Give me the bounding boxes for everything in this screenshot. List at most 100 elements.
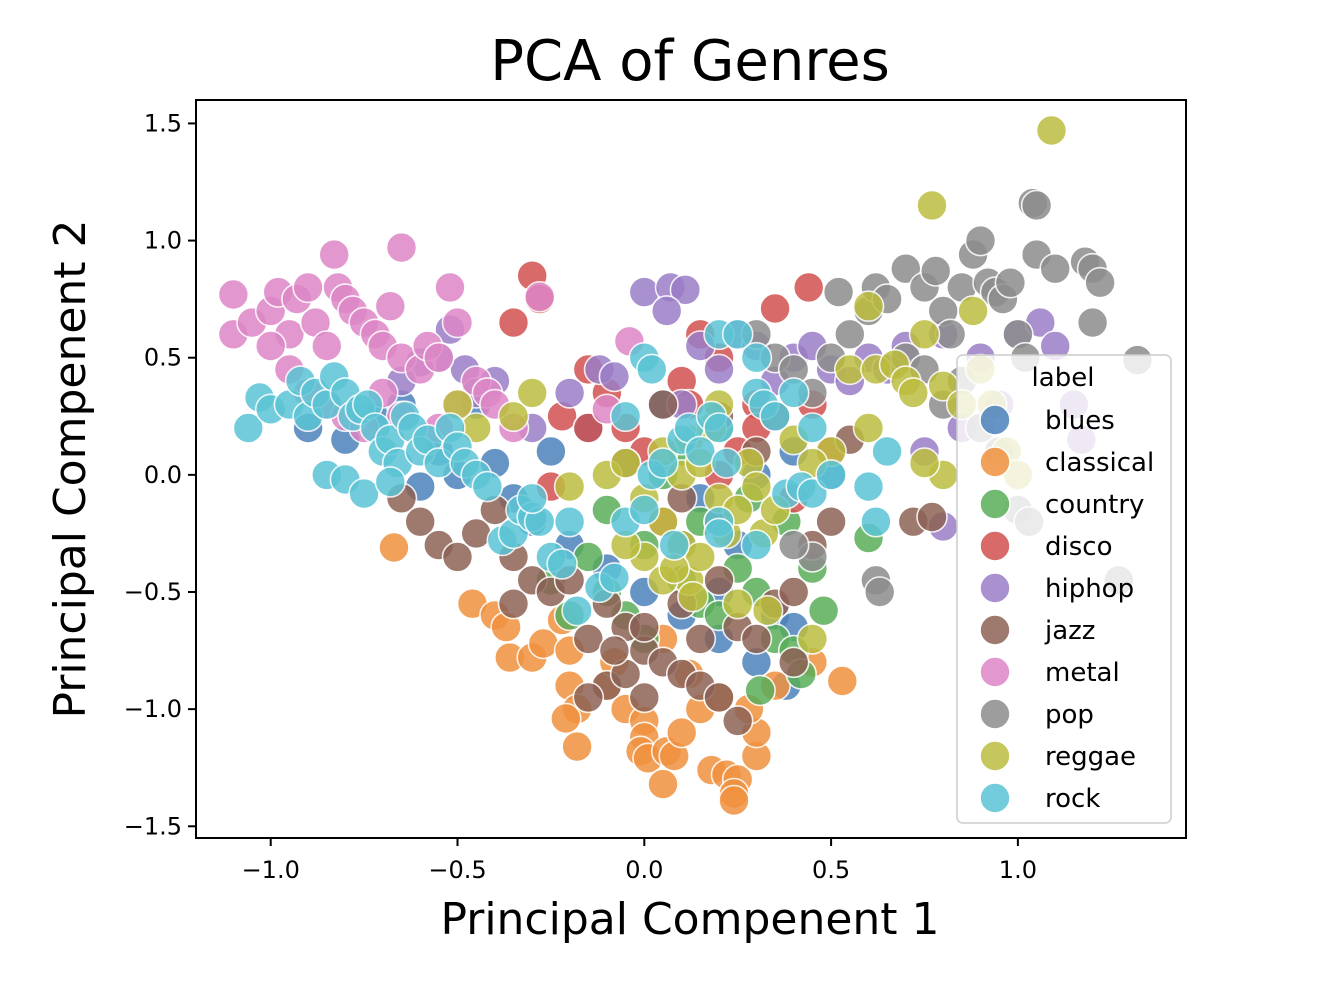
point-country xyxy=(744,674,776,707)
point-rock xyxy=(553,505,586,538)
legend-label-rock: rock xyxy=(1045,784,1100,814)
point-reggae xyxy=(852,290,885,323)
x-axis-label: Principal Compenent 1 xyxy=(440,894,939,945)
y-tick-label: −1.5 xyxy=(124,812,182,840)
point-rock xyxy=(516,482,549,515)
point-classical xyxy=(665,716,698,749)
point-hiphop xyxy=(669,273,702,306)
point-metal xyxy=(254,330,287,362)
y-axis-label: Principal Compenent 2 xyxy=(45,219,96,718)
point-rock xyxy=(658,529,691,561)
point-reggae xyxy=(957,295,989,327)
legend-label-blues: blues xyxy=(1045,406,1115,436)
point-pop xyxy=(964,224,997,257)
point-reggae xyxy=(740,470,773,503)
point-rock xyxy=(374,466,407,498)
point-jazz xyxy=(497,587,530,620)
point-classical xyxy=(561,730,593,763)
point-rock xyxy=(740,529,773,561)
point-metal xyxy=(217,278,250,311)
point-rock xyxy=(609,400,642,433)
point-rock xyxy=(777,377,810,409)
point-rock xyxy=(740,341,773,374)
point-hiphop xyxy=(650,295,683,327)
point-metal xyxy=(434,271,466,304)
point-reggae xyxy=(796,623,829,655)
point-disco xyxy=(497,306,530,339)
point-reggae xyxy=(497,400,530,433)
point-rock xyxy=(647,447,679,479)
point-jazz xyxy=(572,623,605,655)
chart-title: PCA of Genres xyxy=(490,29,890,94)
legend-label-pop: pop xyxy=(1045,700,1094,730)
y-axis-ticks: 1.5 1.0 0.5 0.0 −0.5 −1.0 −1.5 xyxy=(124,109,196,840)
legend-marker-hiphop xyxy=(979,572,1011,604)
point-disco xyxy=(759,292,791,325)
point-pop xyxy=(1076,306,1109,339)
legend-marker-rock xyxy=(979,782,1011,814)
legend-label-reggae: reggae xyxy=(1045,742,1136,772)
point-reggae xyxy=(1035,114,1068,147)
point-jazz xyxy=(815,505,847,538)
legend-marker-blues xyxy=(979,404,1011,436)
point-metal xyxy=(523,280,556,313)
legend-title: label xyxy=(1032,363,1095,393)
point-reggae xyxy=(684,541,717,573)
point-pop xyxy=(1020,189,1053,222)
legend-marker-disco xyxy=(979,530,1011,562)
point-hiphop xyxy=(703,353,735,386)
point-blues xyxy=(535,435,567,468)
point-metal xyxy=(318,238,351,271)
point-rock xyxy=(598,562,631,594)
point-rock xyxy=(471,470,504,503)
x-axis-ticks: −1.0 −0.5 0.0 0.5 1.0 xyxy=(242,838,1037,884)
point-metal xyxy=(374,290,407,323)
series-classical xyxy=(378,531,859,817)
y-tick-label: 0.5 xyxy=(144,344,182,372)
point-reggae xyxy=(908,318,941,351)
x-tick-label: −1.0 xyxy=(242,856,300,884)
point-disco xyxy=(792,271,825,304)
point-reggae xyxy=(553,470,586,503)
point-classical xyxy=(378,531,410,564)
legend: label blues classical country disco hiphop ja… xyxy=(956,354,1172,824)
legend-label-classical: classical xyxy=(1045,448,1154,478)
point-jazz xyxy=(740,623,773,655)
point-pop xyxy=(863,576,896,608)
point-metal xyxy=(385,231,418,264)
point-rock xyxy=(703,412,735,444)
y-tick-label: −0.5 xyxy=(124,578,182,606)
legend-marker-reggae xyxy=(979,740,1011,772)
point-jazz xyxy=(916,501,948,533)
point-pop xyxy=(833,318,866,351)
point-rock xyxy=(796,412,829,444)
point-reggae xyxy=(897,377,930,409)
plot-area-frame xyxy=(195,99,1187,839)
y-tick-label: 1.5 xyxy=(144,109,182,137)
point-reggae xyxy=(908,447,941,479)
point-pop xyxy=(1039,252,1071,285)
point-reggae xyxy=(516,377,549,409)
point-reggae xyxy=(916,189,948,222)
point-jazz xyxy=(647,388,679,421)
point-pop xyxy=(919,255,952,287)
x-tick-label: 1.0 xyxy=(999,856,1037,884)
legend-marker-metal xyxy=(979,656,1011,688)
point-jazz xyxy=(684,623,717,655)
point-rock xyxy=(721,318,754,351)
point-pop xyxy=(822,276,855,308)
legend-marker-country xyxy=(979,488,1011,520)
x-tick-label: −0.5 xyxy=(428,856,486,884)
point-metal xyxy=(422,341,455,374)
series-rock xyxy=(232,318,903,627)
point-jazz xyxy=(572,681,605,714)
legend-marker-classical xyxy=(979,446,1011,478)
point-jazz xyxy=(598,634,631,667)
point-rock xyxy=(852,470,885,503)
scatter-points xyxy=(217,114,1154,817)
legend-label-metal: metal xyxy=(1045,658,1120,688)
legend-label-disco: disco xyxy=(1045,532,1112,562)
point-jazz xyxy=(703,681,735,714)
y-tick-label: 1.0 xyxy=(144,227,182,255)
point-metal xyxy=(292,271,324,304)
